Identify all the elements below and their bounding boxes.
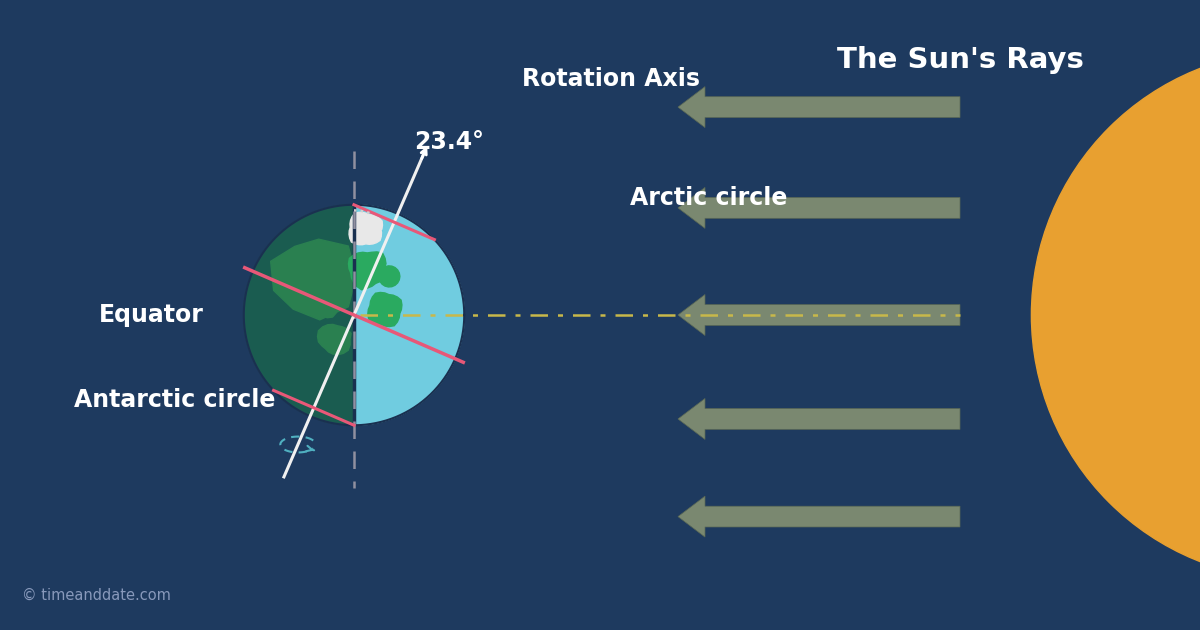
Text: Antarctic circle: Antarctic circle [74, 388, 276, 412]
Polygon shape [298, 269, 346, 318]
Polygon shape [349, 212, 383, 244]
Polygon shape [318, 324, 352, 355]
Circle shape [1032, 50, 1200, 580]
FancyArrow shape [678, 86, 960, 127]
Text: Rotation Axis: Rotation Axis [522, 67, 700, 91]
Polygon shape [271, 239, 356, 320]
Text: 23.4°: 23.4° [414, 130, 484, 154]
Polygon shape [368, 292, 402, 326]
Polygon shape [379, 266, 400, 287]
FancyArrow shape [678, 398, 960, 440]
Polygon shape [348, 252, 386, 290]
Text: The Sun's Rays: The Sun's Rays [836, 46, 1084, 74]
Polygon shape [244, 205, 354, 425]
Text: Equator: Equator [98, 303, 203, 327]
FancyArrow shape [678, 496, 960, 537]
FancyArrow shape [678, 295, 960, 335]
Text: Arctic circle: Arctic circle [630, 186, 787, 210]
FancyArrow shape [678, 188, 960, 228]
Text: © timeanddate.com: © timeanddate.com [22, 588, 170, 603]
Polygon shape [354, 205, 464, 425]
